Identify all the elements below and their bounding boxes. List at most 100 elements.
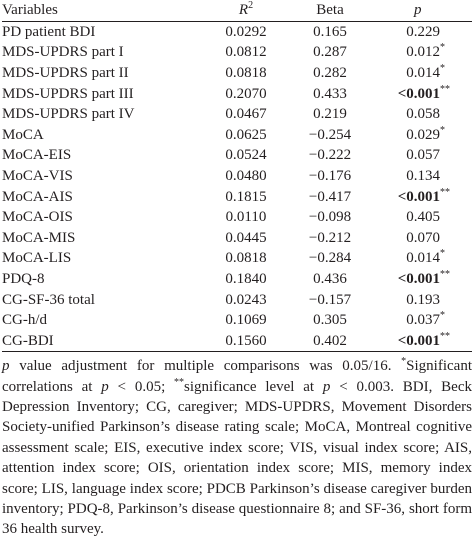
table-cell: 0.1560 [225, 332, 267, 349]
table-cell: MDS-UPDRS part II [2, 65, 129, 82]
table-cell: 0.134 [370, 166, 472, 187]
table-cell: 0.037* [370, 310, 472, 331]
table-cell: MoCA-EIS [2, 147, 72, 164]
p-value: <0.001 [397, 85, 440, 102]
table-cell: 0.0480 [225, 168, 267, 185]
table-cell: 0.1840 [225, 271, 267, 288]
table-cell: MoCA-VIS [2, 168, 73, 185]
table-row: PDQ-8 0.1840 0.436 <0.001** [2, 269, 472, 290]
significance-mark: * [440, 63, 445, 75]
table-row: MoCA-LIS 0.0818 −0.284 0.014* [2, 248, 472, 269]
footnote-text: p [322, 378, 331, 395]
p-value: 0.193 [406, 291, 440, 308]
table-cell: 0.0524 [225, 147, 267, 164]
footnote-text: p [2, 358, 10, 375]
table-cell: PDQ-8 [2, 271, 45, 288]
p-value: 0.037 [406, 312, 440, 329]
table-cell: 0.029* [370, 125, 472, 146]
table-cell: −0.212 [308, 229, 352, 246]
column-header: Variables [2, 0, 202, 21]
table-cell: 0.193 [370, 289, 472, 310]
table-row: MDS-UPDRS part III 0.2070 0.433 <0.001** [2, 83, 472, 104]
table-cell: 0.0818 [225, 250, 267, 267]
significance-mark: * [440, 124, 445, 136]
table-header: Variables R2 Beta p [2, 0, 472, 22]
table-cell: <0.001** [370, 331, 472, 352]
p-value: 0.012 [406, 44, 440, 61]
table-cell: 0.0292 [225, 23, 267, 40]
header-text: Variables [2, 2, 58, 19]
table-cell: −0.222 [308, 147, 352, 164]
table-cell: 0.405 [370, 207, 472, 228]
table-cell: 0.058 [370, 104, 472, 125]
table-cell: −0.284 [308, 250, 352, 267]
table-cell: 0.229 [370, 21, 472, 42]
significance-mark: * [440, 42, 445, 54]
table-cell: MDS-UPDRS part IV [2, 106, 135, 123]
footnote-text: p [101, 378, 109, 395]
significance-mark: * [440, 310, 445, 322]
table-row: CG-h/d 0.1069 0.305 0.037* [2, 310, 472, 331]
table-cell: 0.305 [313, 312, 347, 329]
table-cell: CG-h/d [2, 312, 47, 329]
table-cell: CG-BDI [2, 332, 54, 349]
table-row: MoCA-OIS 0.0110 −0.098 0.405 [2, 207, 472, 228]
table-cell: CG-SF-36 total [2, 291, 95, 308]
table-body: PD patient BDI 0.0292 0.165 0.229 MDS-UPDRS … [2, 21, 472, 352]
p-value: 0.405 [406, 209, 440, 226]
header-row: Variables R2 Beta p [2, 0, 472, 22]
p-value: 0.029 [406, 126, 440, 143]
table-cell: 0.014* [370, 63, 472, 84]
table-cell: MoCA-LIS [2, 250, 72, 267]
column-header: R2 [202, 0, 290, 21]
significance-mark: * [440, 248, 445, 260]
table-cell: <0.001** [370, 83, 472, 104]
table-cell: 0.0467 [225, 106, 267, 123]
p-value: 0.014 [406, 250, 440, 267]
table-cell: −0.098 [308, 209, 352, 226]
table-row: MDS-UPDRS part I 0.0812 0.287 0.012* [2, 42, 472, 63]
footnote-text: significance level at [184, 378, 323, 395]
table-cell: 0.0625 [225, 126, 267, 143]
footnote-text: value adjustment for multiple comparison… [9, 358, 402, 375]
table-row: MoCA-AIS 0.1815 −0.417 <0.001** [2, 186, 472, 207]
results-table: Variables R2 Beta p PD patient BDI 0.0292 0.1… [2, 0, 472, 352]
table-cell: MDS-UPDRS part III [2, 85, 134, 102]
column-header: p [370, 0, 472, 21]
table-row: MoCA-EIS 0.0524 −0.222 0.057 [2, 145, 472, 166]
table-cell: <0.001** [370, 269, 472, 290]
table-cell: 0.287 [313, 44, 347, 61]
table-cell: 0.0812 [225, 44, 267, 61]
p-value: <0.001 [397, 188, 440, 205]
table-cell: 0.057 [370, 145, 472, 166]
table-cell: 0.1815 [225, 188, 267, 205]
footnote-text: ** [174, 376, 185, 388]
table-cell: 0.0110 [225, 209, 267, 226]
table-cell: 0.0243 [225, 291, 267, 308]
table-row: MDS-UPDRS part IV 0.0467 0.219 0.058 [2, 104, 472, 125]
table-row: MoCA-MIS 0.0445 −0.212 0.070 [2, 228, 472, 249]
footnote-text: < 0.05; [108, 378, 175, 395]
table-cell: −0.417 [308, 188, 352, 205]
table-cell: MoCA-OIS [2, 209, 73, 226]
table-cell: 0.0818 [225, 65, 267, 82]
header-text: Beta [316, 2, 344, 19]
table-cell: MoCA [2, 126, 44, 143]
footnote: p value adjustment for multiple comparis… [2, 356, 472, 540]
column-header: Beta [290, 0, 370, 21]
table-cell: −0.176 [308, 168, 352, 185]
table-cell: 0.070 [370, 228, 472, 249]
p-value: <0.001 [397, 332, 440, 349]
p-value: 0.058 [406, 106, 440, 123]
table-cell: 0.402 [313, 332, 347, 349]
table-cell: 0.014* [370, 248, 472, 269]
table-row: CG-BDI 0.1560 0.402 <0.001** [2, 331, 472, 352]
p-value: 0.134 [406, 168, 440, 185]
table-row: CG-SF-36 total 0.0243 −0.157 0.193 [2, 289, 472, 310]
p-value: 0.070 [406, 229, 440, 246]
table-cell: 0.012* [370, 42, 472, 63]
table-row: MDS-UPDRS part II 0.0818 0.282 0.014* [2, 63, 472, 84]
footnote-text: < 0.003. BDI, Beck Depression Inventory;… [2, 378, 472, 538]
